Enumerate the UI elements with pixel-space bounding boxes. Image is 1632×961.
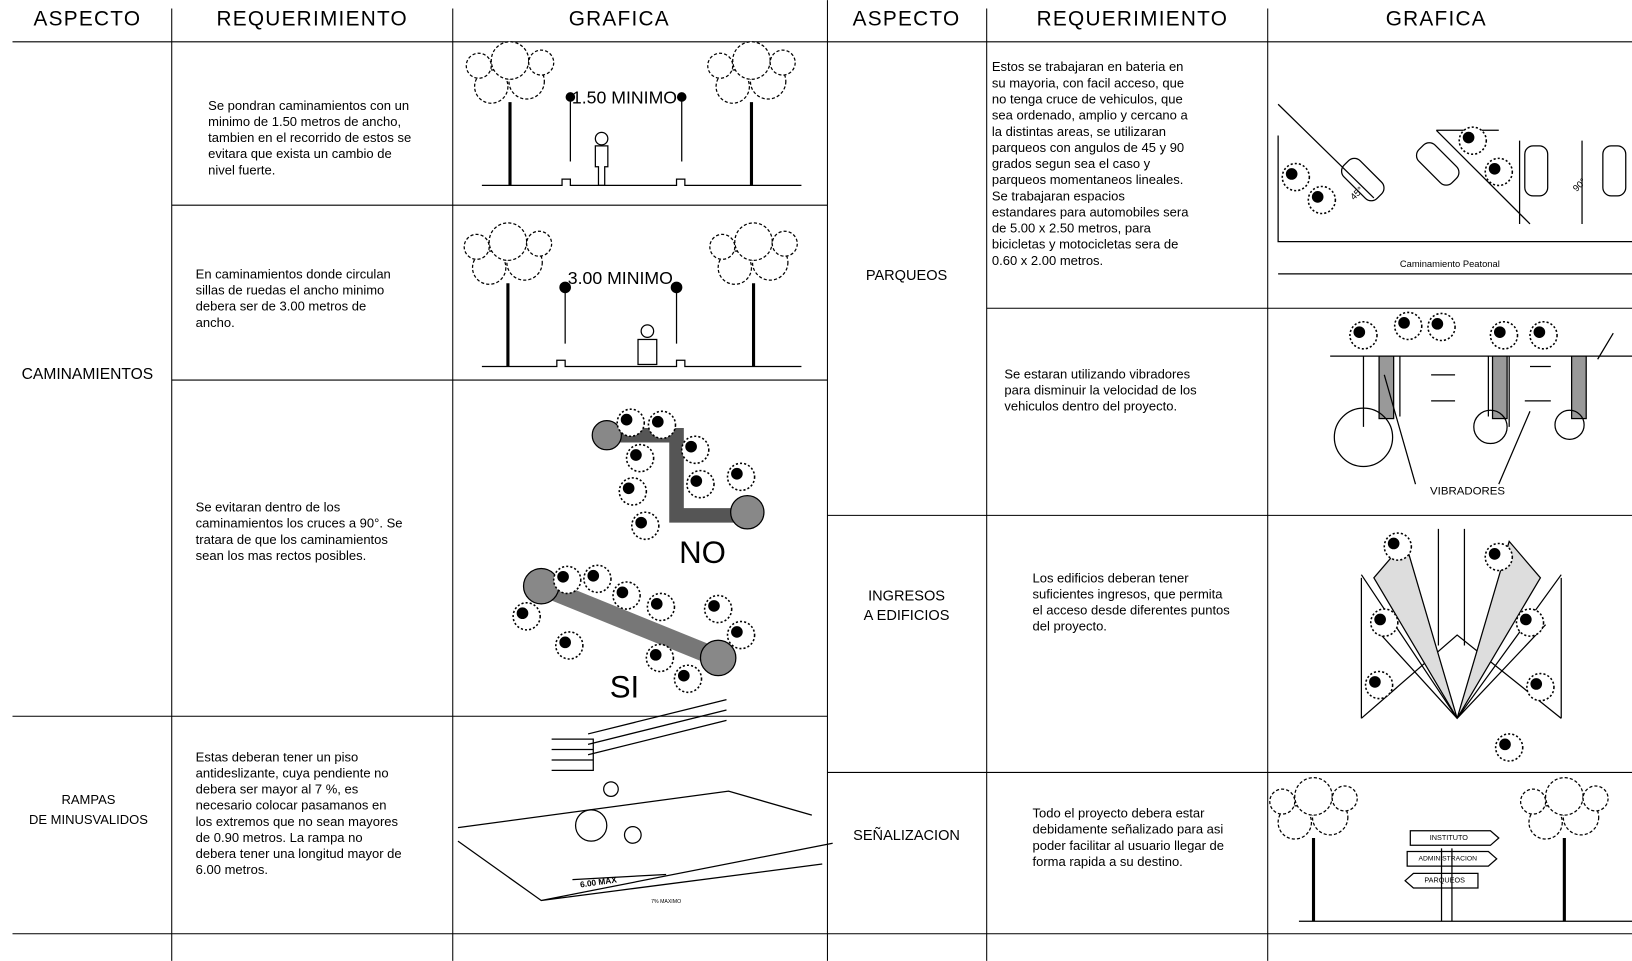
requirement-text: Estos se trabajaran en bateria en <box>992 59 1184 74</box>
requirement-text: parqueos momentaneos lineales. <box>992 172 1184 187</box>
graphic-label: PARQUEOS <box>1424 876 1465 885</box>
requirement-text: debera tener una longitud mayor de <box>196 846 402 861</box>
column-header: REQUERIMIENTO <box>1037 7 1229 30</box>
requirement-text: forma rapida a su destino. <box>1032 854 1182 869</box>
graphic-label: 3.00 MINIMO <box>568 268 673 288</box>
aspect-label: DE MINUSVALIDOS <box>29 812 148 827</box>
requirement-text: poder facilitar al usuario llegar de <box>1032 838 1224 853</box>
requirement-text: de 0.90 metros. La rampa no <box>196 830 363 845</box>
requirement-text: minimo de 1.50 metros de ancho, <box>208 114 401 129</box>
requirement-text: grados segun sea el caso y <box>992 156 1151 171</box>
requirement-text: sillas de ruedas el ancho minimo <box>196 283 385 298</box>
requirement-text: vehiculos dentro del proyecto. <box>1004 399 1177 414</box>
requirement-text: Se pondran caminamientos con un <box>208 98 409 113</box>
requirement-text: no tenga cruce de vehiculos, que <box>992 92 1183 107</box>
content: ASPECTO REQUERIMIENTO GRAFICA CAMINAMIENTOS… <box>22 7 1589 904</box>
requirement-text: nivel fuerte. <box>208 162 275 177</box>
requirement-text: antideslizante, cuya pendiente no <box>196 765 389 780</box>
requirement-text: para disminuir la velocidad de los <box>1004 382 1197 397</box>
requirement-text: tambien en el recorrido de estos se <box>208 130 411 145</box>
aspect-label: CAMINAMIENTOS <box>22 366 154 383</box>
graphic-label: VIBRADORES <box>1430 485 1505 497</box>
requirement-text: Se evitaran dentro de los <box>196 500 341 515</box>
column-header: ASPECTO <box>34 7 142 30</box>
column-header: GRAFICA <box>569 7 670 30</box>
requirement-text: debera ser mayor al 7 %, es <box>196 782 359 797</box>
graphic-label: 7% MAXIMO <box>651 899 681 905</box>
table-grid <box>12 0 1632 961</box>
graphic-label: ADMINISTRACION <box>1419 856 1478 863</box>
requirement-text: tratara de que los caminamientos <box>196 532 389 547</box>
column-header: GRAFICA <box>1386 7 1487 30</box>
requirement-text: caminamientos los cruces a 90°. Se <box>196 516 403 531</box>
requirement-text: debidamente señalizado para asi <box>1032 822 1223 837</box>
requirement-text: suficientes ingresos, que permita <box>1032 586 1223 601</box>
requirement-text: Se estaran utilizando vibradores <box>1004 366 1190 381</box>
requirement-text: sean los mas rectos posibles. <box>196 548 367 563</box>
graphic-label: INSTITUTO <box>1430 833 1469 842</box>
requirement-text: sea ordenado, amplio y cercano a <box>992 108 1189 123</box>
aspect-label: RAMPAS <box>62 792 116 807</box>
requirement-text: 0.60 x 2.00 metros. <box>992 253 1103 268</box>
requirement-text: el acceso desde diferentes puntos <box>1032 603 1230 618</box>
requirement-text: del proyecto. <box>1032 619 1106 634</box>
aspect-label: SEÑALIZACION <box>853 827 960 844</box>
aspect-label: INGRESOS <box>868 588 945 604</box>
requirement-text: estandares para automobiles sera <box>992 204 1189 219</box>
requirement-text: En caminamientos donde circulan <box>196 266 391 281</box>
requirement-text: su mayoria, con facil acceso, que <box>992 75 1184 90</box>
requirement-text: Estas deberan tener un piso <box>196 749 359 764</box>
requirement-text: la distintas areas, se utilizaran <box>992 124 1166 139</box>
aspect-label: A EDIFICIOS <box>864 608 950 624</box>
requirement-text: de 5.00 x 2.50 metros, para <box>992 221 1152 236</box>
column-header: REQUERIMIENTO <box>216 7 408 30</box>
graphic-label: Caminamiento Peatonal <box>1400 259 1500 269</box>
graphic-label: 1.50 MINIMO <box>572 88 677 108</box>
column-header: ASPECTO <box>853 7 961 30</box>
requirement-text: Los edificios deberan tener <box>1032 570 1189 585</box>
requirement-text: necesario colocar pasamanos en <box>196 798 387 813</box>
graphic-label: 90° <box>1571 176 1588 193</box>
requirement-text: ancho. <box>196 315 235 330</box>
requirement-text: los extremos que no sean mayores <box>196 814 399 829</box>
aspect-label: PARQUEOS <box>866 268 948 284</box>
graphic-label: 6.00 MAX <box>579 874 617 889</box>
requirement-text: Todo el proyecto debera estar <box>1032 806 1205 821</box>
requirement-text: bicicletas y motocicletas sera de <box>992 237 1178 252</box>
requirement-text: evitara que exista un cambio de <box>208 146 392 161</box>
graphic-label: NO <box>679 535 726 570</box>
graphic-label: SI <box>610 669 640 704</box>
graphics <box>457 40 1632 923</box>
requirement-text: parqueos con angulos de 45 y 90 <box>992 140 1184 155</box>
requirement-text: 6.00 metros. <box>196 862 268 877</box>
requirement-text: debera ser de 3.00 metros de <box>196 299 367 314</box>
requirement-text: Se trabajaran espacios <box>992 188 1125 203</box>
